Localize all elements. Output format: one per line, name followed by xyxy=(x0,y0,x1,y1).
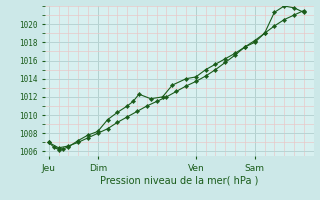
X-axis label: Pression niveau de la mer( hPa ): Pression niveau de la mer( hPa ) xyxy=(100,175,258,185)
